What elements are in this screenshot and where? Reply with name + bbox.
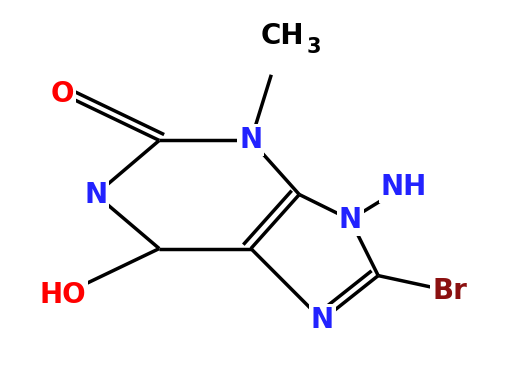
Text: CH: CH	[261, 22, 304, 50]
Text: N: N	[311, 306, 334, 334]
Text: O: O	[51, 80, 74, 108]
Text: N: N	[84, 180, 107, 209]
Text: 3: 3	[307, 37, 322, 57]
Text: N: N	[239, 126, 263, 154]
Text: HO: HO	[39, 281, 86, 309]
Text: Br: Br	[432, 277, 467, 305]
Text: N: N	[338, 206, 362, 234]
Text: NH: NH	[380, 173, 427, 201]
